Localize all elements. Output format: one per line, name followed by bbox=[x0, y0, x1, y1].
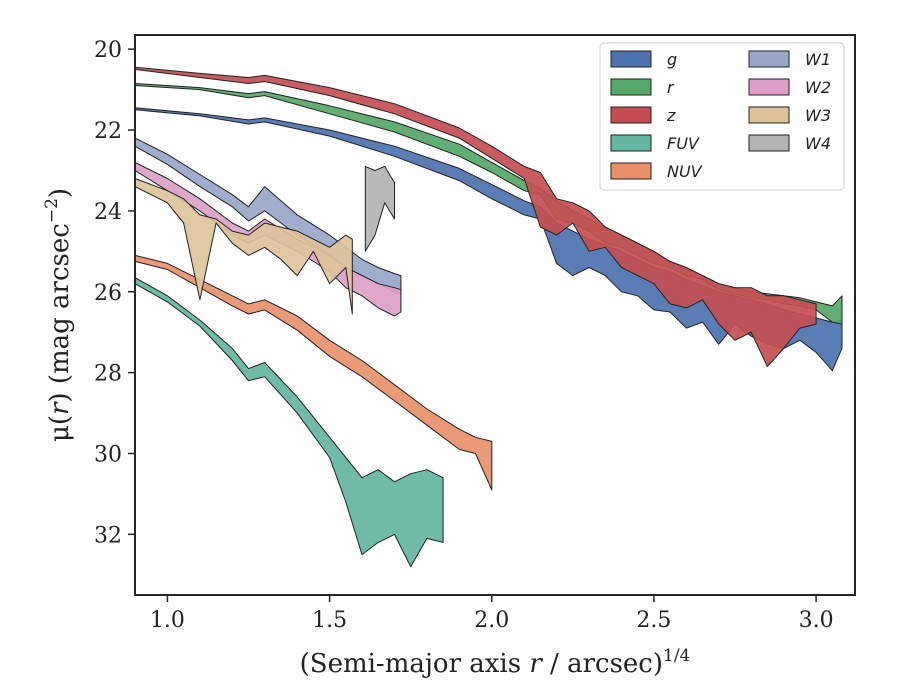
legend-label-w4: W4 bbox=[805, 134, 831, 153]
legend-label-nuv: NUV bbox=[667, 162, 703, 181]
series-band-w3 bbox=[134, 178, 353, 315]
x-tick-label: 2.0 bbox=[474, 608, 509, 633]
legend-label-w1: W1 bbox=[805, 50, 831, 69]
y-axis-label: μ(r) (mag arcsec−2) bbox=[42, 188, 75, 442]
legend-swatch-r bbox=[610, 78, 652, 96]
x-tick-label: 2.5 bbox=[636, 608, 671, 633]
legend-swatch-w3 bbox=[748, 106, 790, 124]
x-tick-label: 1.0 bbox=[150, 608, 185, 633]
legend-label-w3: W3 bbox=[805, 106, 831, 125]
legend-items: grz FUV NUV W1 W2 W3 W4 bbox=[610, 50, 831, 181]
legend-swatch-fuv bbox=[610, 134, 652, 152]
legend-label-g: g bbox=[667, 50, 677, 69]
y-tick-label: 28 bbox=[94, 362, 122, 387]
legend-label-fuv: FUV bbox=[667, 134, 700, 153]
legend-label-z: z bbox=[666, 106, 676, 125]
legend-swatch-g bbox=[610, 50, 652, 68]
legend-label-w2: W2 bbox=[805, 78, 831, 97]
legend-swatch-z bbox=[610, 106, 652, 124]
y-tick-label: 32 bbox=[94, 523, 122, 548]
series-layer bbox=[134, 66, 843, 568]
x-axis-label: (Semi-major axis r / arcsec)1/4 bbox=[300, 646, 691, 679]
legend-swatch-nuv bbox=[610, 162, 652, 180]
y-tick-label: 24 bbox=[94, 200, 122, 225]
y-tick-label: 22 bbox=[94, 119, 122, 144]
series-band-w4 bbox=[364, 165, 395, 252]
ticks-layer: 1.0 1.5 2.0 2.5 3.0 20 22 24 26 28 30 32 bbox=[94, 38, 834, 633]
x-tick-label: 1.5 bbox=[312, 608, 347, 633]
series-band-nuv bbox=[134, 254, 493, 491]
y-tick-label: 20 bbox=[94, 38, 122, 63]
plot-frame bbox=[134, 34, 856, 596]
legend-swatch-w4 bbox=[748, 134, 790, 152]
y-tick-label: 26 bbox=[94, 281, 122, 306]
x-tick-label: 3.0 bbox=[799, 608, 834, 633]
legend-label-r: r bbox=[667, 78, 675, 97]
legend: grz FUV NUV W1 W2 W3 W4 bbox=[599, 42, 845, 191]
legend-swatch-w1 bbox=[748, 50, 790, 68]
series-band-fuv bbox=[134, 277, 444, 568]
legend-swatch-w2 bbox=[748, 78, 790, 96]
series-band-z bbox=[134, 66, 817, 368]
y-tick-label: 30 bbox=[94, 442, 122, 467]
